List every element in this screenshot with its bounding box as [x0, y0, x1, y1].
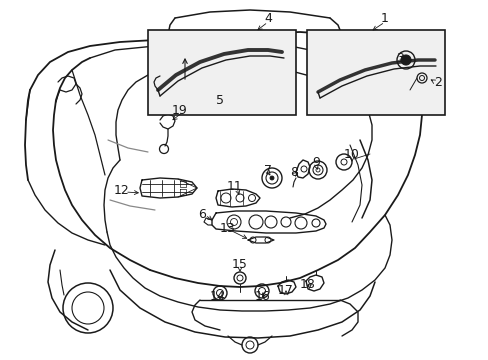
Text: 9: 9: [311, 157, 319, 170]
Text: 12: 12: [114, 184, 130, 198]
Text: 18: 18: [300, 279, 315, 292]
Text: 3: 3: [395, 51, 403, 64]
Text: 11: 11: [226, 180, 243, 193]
Text: 2: 2: [433, 76, 441, 89]
Text: 5: 5: [216, 94, 224, 107]
Text: 7: 7: [264, 163, 271, 176]
Circle shape: [400, 55, 410, 65]
Text: 17: 17: [278, 284, 293, 297]
Circle shape: [269, 176, 273, 180]
Text: 15: 15: [232, 258, 247, 271]
Bar: [148, 30, 295, 115]
Text: 6: 6: [198, 208, 205, 221]
Text: 1: 1: [380, 12, 388, 24]
Text: 8: 8: [289, 166, 297, 179]
Text: 19: 19: [172, 104, 187, 117]
Text: 10: 10: [344, 148, 359, 162]
Bar: [306, 30, 444, 115]
Text: 4: 4: [264, 12, 271, 24]
Text: 14: 14: [210, 289, 225, 302]
Text: 13: 13: [220, 221, 235, 234]
Text: 16: 16: [255, 289, 270, 302]
